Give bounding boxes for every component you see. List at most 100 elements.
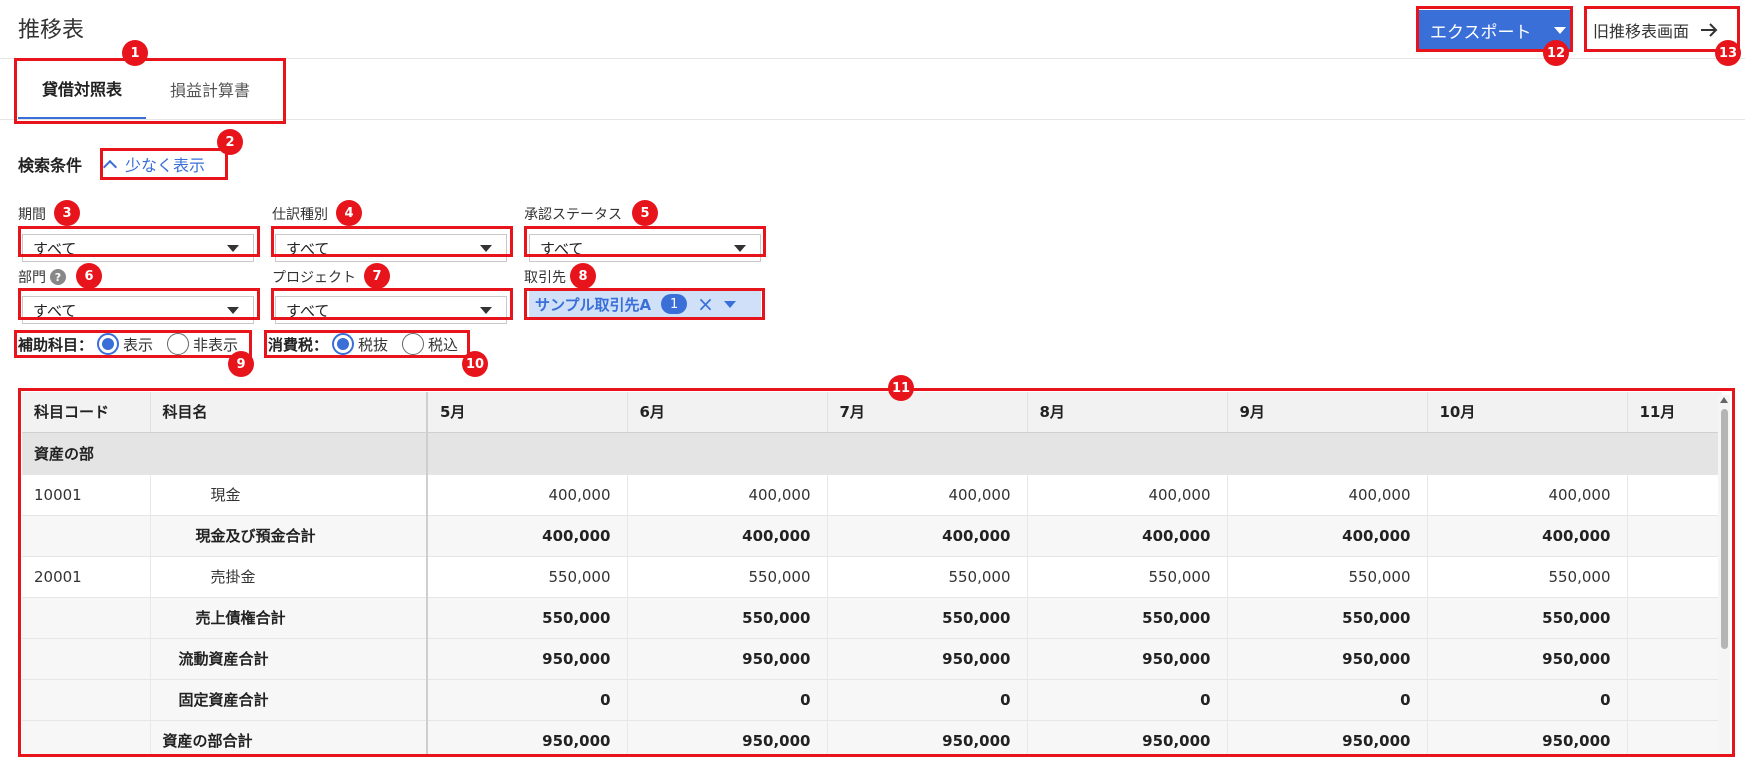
- amount-cell: 550,000: [1027, 556, 1228, 598]
- table-row[interactable]: 流動資産合計 950,000 950,000 950,000 950,000 950,00…: [22, 638, 1722, 680]
- search-conditions-label: 検索条件: [18, 156, 83, 175]
- transition-table[interactable]: 科目コード 科目名 5月 6月 7月 8月 9月 10月 11月 資産の部 10…: [22, 392, 1722, 756]
- caret-down-icon: [734, 245, 746, 252]
- amount-cell: 550,000: [1227, 597, 1428, 639]
- table-row[interactable]: 現金及び預金合計 400,000 400,000 400,000 400,000 400,…: [22, 515, 1722, 557]
- partner-count-badge: 1: [661, 294, 688, 314]
- amount-cell: 0: [1027, 679, 1228, 721]
- account-code-cell: [22, 597, 151, 639]
- radio-unselected-icon[interactable]: [167, 333, 190, 355]
- caret-down-icon: [480, 307, 492, 314]
- amount-cell: 950,000: [1027, 638, 1228, 680]
- tax-excluded-option[interactable]: 税抜: [332, 333, 388, 355]
- project-label: プロジェクト: [272, 270, 356, 286]
- tax-included-option[interactable]: 税込: [402, 333, 458, 355]
- column-header[interactable]: 10月: [1427, 392, 1628, 433]
- column-header[interactable]: 9月: [1227, 392, 1428, 433]
- sub-account-hide-option[interactable]: 非表示: [167, 333, 238, 355]
- period-select[interactable]: すべて: [22, 234, 254, 262]
- page-title: 推移表: [18, 18, 85, 43]
- amount-cell: 550,000: [1227, 556, 1428, 598]
- show-less-label: 少なく表示: [125, 156, 206, 175]
- account-name-cell: 売上債権合計: [150, 597, 428, 639]
- account-code-cell: [22, 515, 151, 557]
- sub-account-show-option[interactable]: 表示: [97, 333, 153, 355]
- annotation-badge-13: 13: [1715, 40, 1741, 66]
- column-header[interactable]: 11月: [1627, 392, 1722, 433]
- amount-cell: 550,000: [1427, 556, 1628, 598]
- scroll-up-icon[interactable]: [1720, 397, 1728, 403]
- amount-cell: 950,000: [1227, 720, 1428, 756]
- amount-cell: [1627, 556, 1722, 598]
- amount-cell: 550,000: [1027, 597, 1228, 639]
- table-row[interactable]: 売上債権合計 550,000 550,000 550,000 550,000 550,00…: [22, 597, 1722, 639]
- amount-cell: 400,000: [1227, 474, 1428, 516]
- amount-cell: 950,000: [827, 638, 1028, 680]
- account-code-cell: [22, 638, 151, 680]
- section-label: 資産の部: [22, 432, 428, 475]
- help-icon[interactable]: ?: [50, 269, 66, 285]
- annotation-badge-1: 1: [122, 40, 148, 66]
- project-value: すべて: [286, 301, 330, 320]
- partner-chip: サンプル取引先A: [535, 295, 652, 314]
- export-button[interactable]: エクスポート: [1418, 10, 1570, 50]
- clear-icon[interactable]: ×: [697, 292, 714, 316]
- annotation-badge-11: 11: [888, 375, 914, 401]
- approval-status-select[interactable]: すべて: [529, 234, 761, 262]
- table-row[interactable]: 固定資産合計 0 0 0 0 0 0: [22, 679, 1722, 721]
- amount-cell: 950,000: [427, 720, 628, 756]
- radio-selected-icon[interactable]: [332, 333, 355, 355]
- amount-cell: 950,000: [1427, 638, 1628, 680]
- amount-cell: [1627, 515, 1722, 557]
- tab-income-statement[interactable]: 損益計算書: [169, 81, 250, 100]
- project-select[interactable]: すべて: [275, 296, 507, 324]
- show-less-toggle[interactable]: 少なく表示: [102, 152, 206, 176]
- annotation-badge-9: 9: [228, 351, 254, 377]
- amount-cell: [1627, 474, 1722, 516]
- export-label: エクスポート: [1430, 22, 1532, 43]
- amount-cell: 400,000: [1427, 474, 1628, 516]
- table-row[interactable]: 10001 現金 400,000 400,000 400,000 400,000 400,0…: [22, 474, 1722, 516]
- amount-cell: 400,000: [627, 474, 828, 516]
- period-label: 期間: [18, 207, 46, 223]
- amount-cell: 400,000: [827, 474, 1028, 516]
- amount-cell: 550,000: [827, 556, 1028, 598]
- journal-type-value: すべて: [286, 239, 330, 258]
- amount-cell: 400,000: [1027, 474, 1228, 516]
- amount-cell: 550,000: [427, 597, 628, 639]
- tax-label: 消費税：: [268, 335, 329, 354]
- column-header[interactable]: 科目コード: [22, 392, 151, 433]
- partner-select[interactable]: サンプル取引先A 1 ×: [529, 290, 761, 318]
- column-header[interactable]: 5月: [427, 392, 628, 433]
- column-header[interactable]: 科目名: [150, 392, 428, 433]
- header-divider: [0, 58, 1745, 59]
- tabs-divider: [0, 119, 1745, 120]
- radio-unselected-icon[interactable]: [402, 333, 425, 355]
- table-row[interactable]: 資産の部合計 950,000 950,000 950,000 950,000 950,00…: [22, 720, 1722, 756]
- caret-down-icon: [227, 307, 239, 314]
- table-row[interactable]: 20001 売掛金 550,000 550,000 550,000 550,000 550,…: [22, 556, 1722, 598]
- account-code-cell: [22, 720, 151, 756]
- radio-selected-icon[interactable]: [97, 333, 120, 355]
- amount-cell: 950,000: [427, 638, 628, 680]
- department-select[interactable]: すべて: [22, 296, 254, 324]
- amount-cell: 400,000: [1227, 515, 1428, 557]
- account-code-cell: 20001: [22, 556, 151, 598]
- column-header[interactable]: 6月: [627, 392, 828, 433]
- caret-down-icon: [723, 300, 736, 308]
- column-header[interactable]: 7月: [827, 392, 1028, 433]
- annotation-badge-5: 5: [632, 200, 658, 226]
- column-header[interactable]: 8月: [1027, 392, 1228, 433]
- approval-status-value: すべて: [540, 239, 584, 258]
- old-transition-screen-button[interactable]: 旧推移表画面: [1585, 10, 1735, 50]
- amount-cell: 400,000: [427, 474, 628, 516]
- partner-label: 取引先: [524, 270, 566, 286]
- journal-type-select[interactable]: すべて: [275, 234, 507, 262]
- tax-radio-group: 消費税： 税抜 税込: [268, 333, 472, 355]
- amount-cell: 550,000: [827, 597, 1028, 639]
- report-tabs: 貸借対照表 損益計算書: [18, 58, 274, 120]
- scroll-thumb[interactable]: [1721, 409, 1728, 649]
- amount-cell: 0: [427, 679, 628, 721]
- table-scrollbar[interactable]: [1718, 395, 1730, 756]
- tab-balance-sheet[interactable]: 貸借対照表: [18, 58, 146, 120]
